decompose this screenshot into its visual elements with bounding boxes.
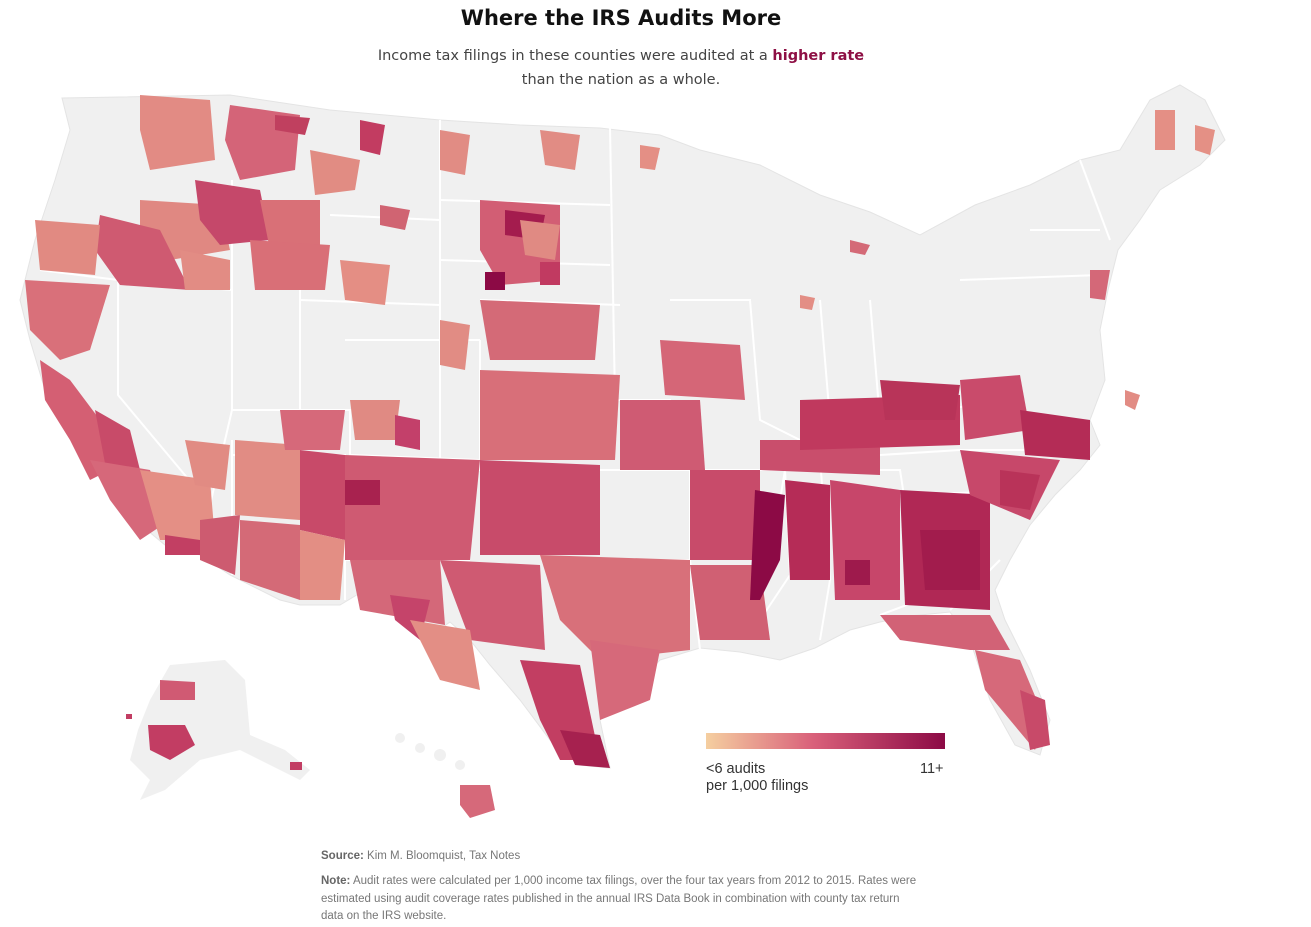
legend-min-line2: per 1,000 filings [706, 778, 809, 794]
source-label: Source: [321, 850, 364, 862]
subtitle-text-line2: than the nation as a whole. [521, 72, 721, 88]
page-title: Where the IRS Audits More [460, 6, 782, 30]
source-line: Source: Kim M. Bloomquist, Tax Notes [321, 850, 520, 862]
page-subtitle: Income tax filings in these counties wer… [370, 44, 872, 92]
legend-color-bar [706, 733, 945, 749]
subtitle-highlight: higher rate [772, 48, 865, 64]
legend-min-line1: <6 audits [706, 761, 766, 777]
hawaii-shape [395, 733, 465, 770]
note-text: Audit rates were calculated per 1,000 in… [321, 875, 917, 922]
county-regions [25, 95, 1215, 818]
legend-min-label: <6 audits per 1,000 filings [706, 761, 808, 795]
note-label: Note: [321, 875, 351, 887]
legend-max-label: 11+ [920, 761, 944, 777]
source-text: Kim M. Bloomquist, Tax Notes [367, 850, 521, 862]
note-block: Note: Audit rates were calculated per 1,… [321, 873, 921, 926]
subtitle-text: Income tax filings in these counties wer… [377, 48, 773, 64]
